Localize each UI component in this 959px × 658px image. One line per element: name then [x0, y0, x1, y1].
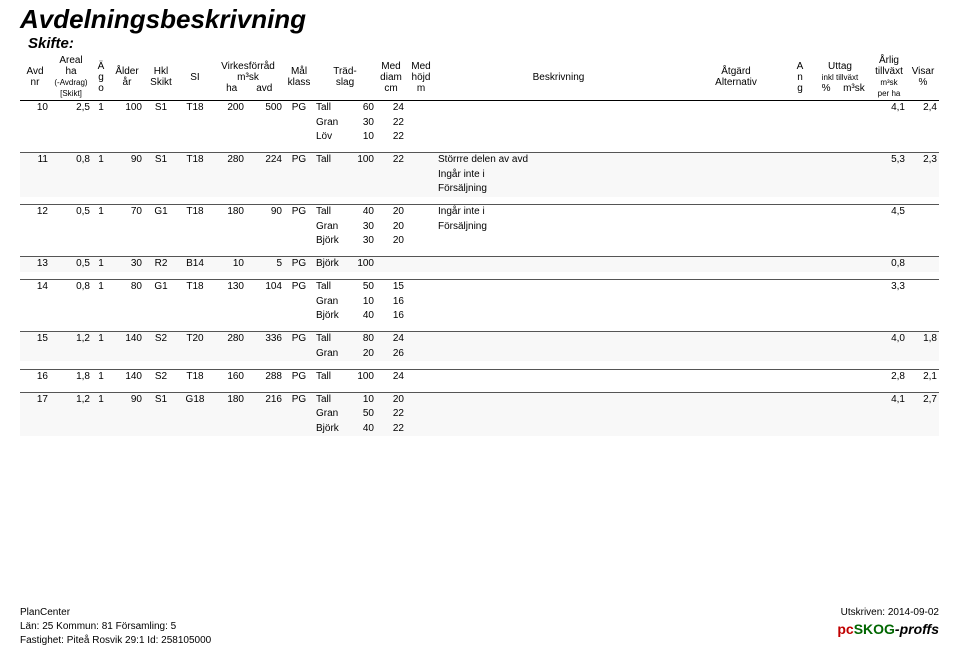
table-row: Gran2026: [20, 347, 939, 362]
table-row: 140,8180G1T18130104PGTall50153,3: [20, 280, 939, 295]
table-row: 110,8190S1T18280224PGTall10022Störrre de…: [20, 153, 939, 168]
footer-line2: Län: 25 Kommun: 81 Församling: 5: [20, 620, 211, 634]
table-row: Ingår inte i: [20, 168, 939, 183]
footer-date: Utskriven: 2014-09-02: [837, 606, 939, 620]
footer-line3: Fastighet: Piteå Rosvik 29:1 Id: 2581050…: [20, 634, 211, 648]
brand: pcSKOG-proffs: [837, 620, 939, 640]
page: Avdelningsbeskrivning Skifte: Avdnr Area…: [0, 0, 959, 658]
table-row: 161,81140S2T18160288PGTall100242,82,1: [20, 369, 939, 384]
table-row: 171,2190S1G18180216PGTall10204,12,7: [20, 392, 939, 407]
table-row: 151,21140S2T20280336PGTall80244,01,8: [20, 332, 939, 347]
table-head: Avdnr Arealha(-Avdrag)[Skikt] Ä g o Ålde…: [20, 54, 939, 101]
table-row: 120,5170G1T1818090PGTall4020Ingår inte i…: [20, 205, 939, 220]
page-title: Avdelningsbeskrivning: [20, 4, 939, 35]
table-row: 102,51100S1T18200500PGTall60244,12,4: [20, 101, 939, 116]
main-table: Avdnr Arealha(-Avdrag)[Skikt] Ä g o Ålde…: [20, 54, 939, 436]
subtitle: Skifte:: [28, 35, 939, 52]
table-row: Gran3020Försäljning: [20, 220, 939, 235]
table-row: Björk4016: [20, 309, 939, 324]
table-row: Försäljning: [20, 182, 939, 197]
footer: PlanCenter Län: 25 Kommun: 81 Församling…: [20, 606, 939, 648]
table-row: Gran1016: [20, 295, 939, 310]
footer-plancenter: PlanCenter: [20, 606, 211, 620]
table-row: Löv1022: [20, 130, 939, 145]
table-row: Björk3020: [20, 234, 939, 249]
table-row: 130,5130R2B14105PGBjörk1000,8: [20, 257, 939, 272]
table-row: Björk4022: [20, 422, 939, 437]
table-row: Gran5022: [20, 407, 939, 422]
table-body: 102,51100S1T18200500PGTall60244,12,4Gran…: [20, 101, 939, 437]
table-row: Gran3022: [20, 116, 939, 131]
